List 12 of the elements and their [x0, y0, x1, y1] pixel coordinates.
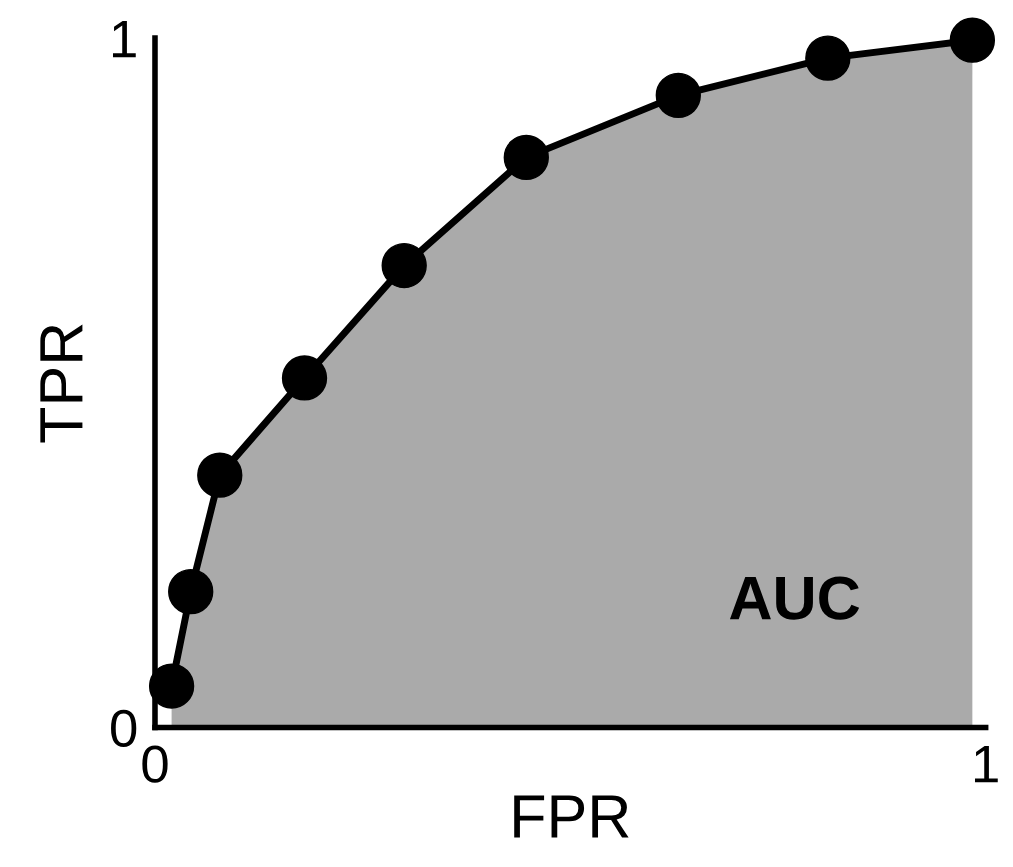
point — [949, 17, 996, 63]
x-axis-title: FPR — [514, 795, 629, 838]
point — [503, 134, 549, 181]
point — [281, 355, 328, 401]
point — [148, 663, 195, 709]
point — [805, 35, 851, 81]
point — [655, 72, 701, 119]
point — [197, 452, 243, 498]
y-axis-title: TPR — [40, 324, 83, 443]
annotation: AUC — [729, 576, 860, 620]
point — [168, 568, 214, 615]
point — [381, 242, 427, 289]
